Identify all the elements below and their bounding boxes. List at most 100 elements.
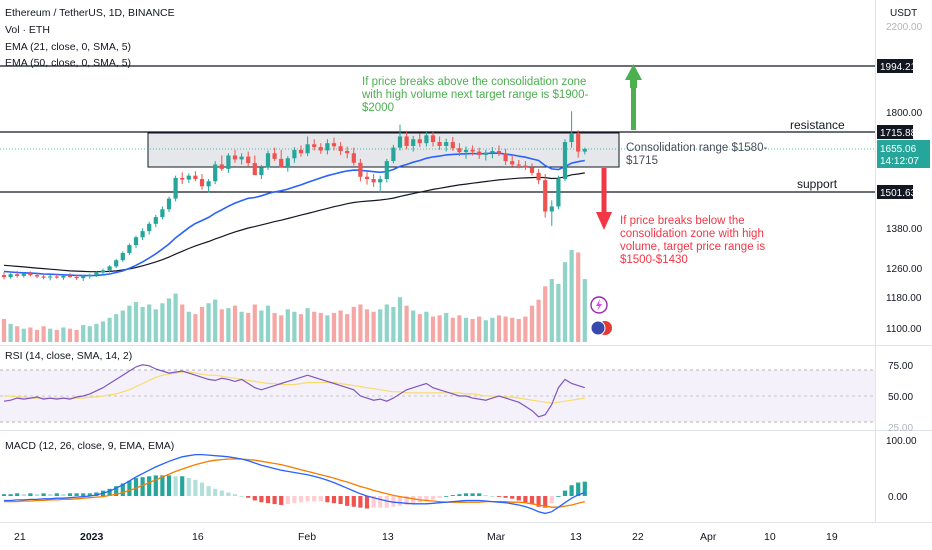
rsi-pane[interactable] (0, 364, 875, 423)
macd-hist-bar (510, 496, 515, 499)
macd-hist-bar (529, 496, 535, 505)
macd-hist-bar (351, 496, 356, 507)
macd-hist-bar (252, 496, 257, 501)
symbol-title[interactable]: Ethereum / TetherUS, 1D, BINANCE (5, 7, 175, 19)
volume-bar (259, 310, 264, 342)
candles (1, 111, 587, 281)
candle-body (457, 148, 462, 153)
volume-bar (127, 305, 132, 342)
candle-body (67, 275, 73, 278)
time-tick: 13 (382, 531, 394, 543)
time-tick: 21 (14, 531, 26, 543)
candle-body (94, 272, 99, 275)
volume-bar (364, 309, 370, 342)
macd-hist-bar (490, 496, 495, 497)
volume-bar (246, 312, 251, 342)
macd-tick: 0.00 (888, 492, 908, 503)
volume-legend[interactable]: Vol · ETH (5, 24, 50, 36)
volume-bar (28, 327, 33, 342)
macd-hist-bar (582, 481, 587, 496)
macd-line (4, 453, 586, 515)
time-tick: 22 (632, 531, 644, 543)
volume-bar (173, 293, 178, 342)
ema50-line (3, 172, 585, 273)
volume-bar (219, 309, 224, 342)
candle-body (391, 147, 396, 162)
volume-bar (529, 305, 535, 342)
candle-body (503, 153, 508, 162)
volume-bar (312, 311, 317, 342)
candle-body (61, 275, 66, 278)
candle-body (166, 198, 172, 210)
candle-body (193, 175, 198, 180)
price-tick: 1180.00 (886, 293, 922, 304)
bullish-note: If price breaks above the consolidation … (362, 76, 588, 115)
macd-hist-bar (272, 496, 277, 505)
ema21-legend[interactable]: EMA (21, close, 0, SMA, 5) (5, 41, 132, 53)
candle-body (81, 276, 86, 279)
macd-hist-bar (153, 475, 158, 496)
macd-hist-bar (259, 496, 264, 503)
volume-bar (180, 304, 185, 342)
rsi-legend[interactable]: RSI (14, close, SMA, 14, 2) (5, 350, 133, 362)
macd-hist-bar (358, 496, 363, 508)
ema50-legend[interactable]: EMA (50, close, 0, SMA, 5) (5, 57, 132, 69)
volume-bar (424, 311, 429, 342)
candle-body (15, 274, 20, 276)
macd-hist-bar (463, 493, 469, 496)
candle-body (1, 275, 7, 278)
candle-body (477, 151, 482, 155)
volume-bar (305, 308, 310, 342)
candle-body (180, 177, 185, 180)
macd-hist-bar (424, 496, 429, 502)
candle-body (424, 135, 429, 144)
volume-bar (193, 314, 198, 342)
target-price-label-bg (877, 59, 913, 73)
price-tick: 1800.00 (886, 108, 923, 119)
volume-bar (562, 262, 568, 342)
candle-body (351, 153, 356, 163)
price-axis-currency: USDT (890, 8, 917, 19)
ema21-line (3, 152, 585, 277)
macd-hist-bar (166, 475, 172, 496)
volume-bar (490, 317, 495, 342)
volume-bar (391, 306, 396, 342)
candle-body (41, 276, 46, 278)
rsi-ma-line (4, 371, 585, 404)
macd-hist-bar (430, 496, 436, 500)
volume-bar (61, 327, 66, 342)
candle-body (133, 237, 139, 246)
volume-bar (160, 303, 165, 342)
macd-hist-bar (213, 488, 218, 496)
price-tick: 1380.00 (886, 224, 923, 235)
candle-body (496, 151, 502, 154)
macd-hist-bar (450, 495, 455, 496)
candle-body (147, 223, 152, 232)
volume-bar (34, 329, 40, 342)
rsi-line (3, 364, 585, 418)
volume-bar (576, 252, 581, 342)
volume-bar (186, 311, 191, 342)
candle-body (444, 142, 449, 146)
macd-hist-bar (41, 493, 46, 496)
candle-body (226, 155, 231, 169)
macd-hist-bar (21, 494, 26, 496)
up-arrow-icon (625, 64, 642, 88)
rsi-tick: 75.00 (888, 361, 913, 372)
flag-icon-secondary[interactable] (590, 320, 606, 336)
macd-pane[interactable] (1, 453, 587, 515)
volume-bar (582, 279, 587, 342)
macd-hist-bar (120, 483, 125, 496)
bearish-note-line: volume, target price range is (620, 241, 766, 253)
macd-legend[interactable]: MACD (12, 26, close, 9, EMA, EMA) (5, 440, 175, 452)
price-scale[interactable]: USDT 2200.00 1800.00 1380.00 1260.00 118… (877, 8, 930, 503)
price-pane[interactable] (0, 64, 875, 342)
time-axis[interactable]: 21 2023 16 Feb 13 Mar 13 22 Apr 10 19 (14, 531, 838, 543)
candle-body (364, 176, 370, 180)
volume-bar (483, 320, 488, 342)
macd-hist-bar (232, 494, 238, 496)
candle-body (219, 164, 224, 169)
candle-body (397, 136, 403, 148)
candle-body (74, 277, 79, 279)
